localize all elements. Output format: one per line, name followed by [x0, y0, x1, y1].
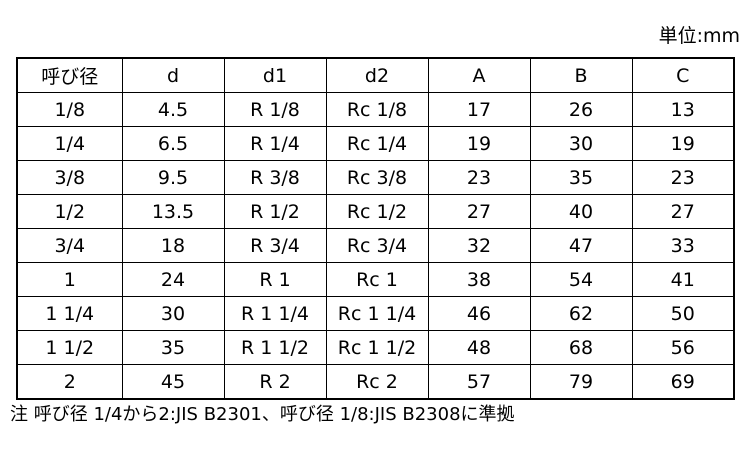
dimension-spec-table: 呼び径 d d1 d2 A B C 1/8 4.5 R 1/8 Rc 1/8 17 26 13 1/4 6.…	[16, 57, 735, 400]
column-header: B	[529, 57, 633, 93]
table-cell: 54	[529, 262, 633, 297]
table-cell: 3/4	[16, 228, 123, 263]
table-cell: R 1/8	[223, 92, 327, 127]
table-cell: 1	[16, 262, 123, 297]
table-cell: Rc 1	[325, 262, 429, 297]
table-cell: 1/4	[16, 126, 123, 161]
table-cell: 9.5	[121, 160, 225, 195]
table-cell: 1 1/2	[16, 330, 123, 365]
table-cell: 27	[631, 194, 735, 229]
table-cell: Rc 1 1/4	[325, 296, 429, 331]
table-cell: 50	[631, 296, 735, 331]
table-cell: 23	[631, 160, 735, 195]
table-cell: 57	[427, 364, 531, 400]
table-cell: 13	[631, 92, 735, 127]
column-header: d2	[325, 57, 429, 93]
table-cell: R 3/4	[223, 228, 327, 263]
column-header: d	[121, 57, 225, 93]
table-cell: 45	[121, 364, 225, 400]
table-cell: 62	[529, 296, 633, 331]
table-cell: R 1 1/2	[223, 330, 327, 365]
table-cell: Rc 3/4	[325, 228, 429, 263]
table-cell: 23	[427, 160, 531, 195]
table-cell: 2	[16, 364, 123, 400]
table-row: 1 24 R 1 Rc 1 38 54 41	[16, 262, 735, 297]
table-cell: 6.5	[121, 126, 225, 161]
table-cell: R 2	[223, 364, 327, 400]
column-header: A	[427, 57, 531, 93]
table-row: 1/8 4.5 R 1/8 Rc 1/8 17 26 13	[16, 92, 735, 127]
table-row: 1/2 13.5 R 1/2 Rc 1/2 27 40 27	[16, 194, 735, 229]
table-cell: R 1/2	[223, 194, 327, 229]
table-row: 3/4 18 R 3/4 Rc 3/4 32 47 33	[16, 228, 735, 263]
table-cell: 30	[121, 296, 225, 331]
table-cell: 1/2	[16, 194, 123, 229]
table-cell: Rc 2	[325, 364, 429, 400]
table-cell: 79	[529, 364, 633, 400]
table-cell: 27	[427, 194, 531, 229]
table-cell: 41	[631, 262, 735, 297]
column-header: 呼び径	[16, 57, 123, 93]
table-cell: 3/8	[16, 160, 123, 195]
table-cell: 30	[529, 126, 633, 161]
table-row: 1 1/4 30 R 1 1/4 Rc 1 1/4 46 62 50	[16, 296, 735, 331]
table-cell: Rc 1/2	[325, 194, 429, 229]
table-cell: 46	[427, 296, 531, 331]
table-cell: 47	[529, 228, 633, 263]
table-row: 3/8 9.5 R 3/8 Rc 3/8 23 35 23	[16, 160, 735, 195]
table-cell: 19	[427, 126, 531, 161]
table-header-row: 呼び径 d d1 d2 A B C	[16, 57, 735, 93]
table-cell: 18	[121, 228, 225, 263]
table-cell: 1/8	[16, 92, 123, 127]
unit-label: 単位:mm	[658, 25, 740, 47]
table-cell: 56	[631, 330, 735, 365]
table-row: 2 45 R 2 Rc 2 57 79 69	[16, 364, 735, 400]
table-cell: 68	[529, 330, 633, 365]
table-cell: R 1	[223, 262, 327, 297]
table-cell: R 1/4	[223, 126, 327, 161]
table-cell: 26	[529, 92, 633, 127]
table-cell: R 3/8	[223, 160, 327, 195]
table-cell: 35	[121, 330, 225, 365]
table-cell: 24	[121, 262, 225, 297]
table-cell: 40	[529, 194, 633, 229]
table-cell: 48	[427, 330, 531, 365]
table-cell: 33	[631, 228, 735, 263]
table-cell: 17	[427, 92, 531, 127]
table-cell: 38	[427, 262, 531, 297]
table-cell: Rc 1 1/2	[325, 330, 429, 365]
table-row: 1/4 6.5 R 1/4 Rc 1/4 19 30 19	[16, 126, 735, 161]
table-cell: 69	[631, 364, 735, 400]
table-cell: 35	[529, 160, 633, 195]
table-cell: 4.5	[121, 92, 225, 127]
table-row: 呼び径 d d1 d2 A B C	[16, 57, 735, 93]
footnote: 注 呼び径 1/4から2:JIS B2301、呼び径 1/8:JIS B2308…	[10, 404, 515, 425]
table-row: 1 1/2 35 R 1 1/2 Rc 1 1/2 48 68 56	[16, 330, 735, 365]
column-header: C	[631, 57, 735, 93]
table-cell: 13.5	[121, 194, 225, 229]
table-cell: 19	[631, 126, 735, 161]
table-cell: 32	[427, 228, 531, 263]
table-cell: 1 1/4	[16, 296, 123, 331]
table-cell: R 1 1/4	[223, 296, 327, 331]
table-cell: Rc 3/8	[325, 160, 429, 195]
table-cell: Rc 1/4	[325, 126, 429, 161]
table-body: 1/8 4.5 R 1/8 Rc 1/8 17 26 13 1/4 6.5 R 1/4 Rc 1/4…	[16, 92, 735, 400]
column-header: d1	[223, 57, 327, 93]
table-cell: Rc 1/8	[325, 92, 429, 127]
